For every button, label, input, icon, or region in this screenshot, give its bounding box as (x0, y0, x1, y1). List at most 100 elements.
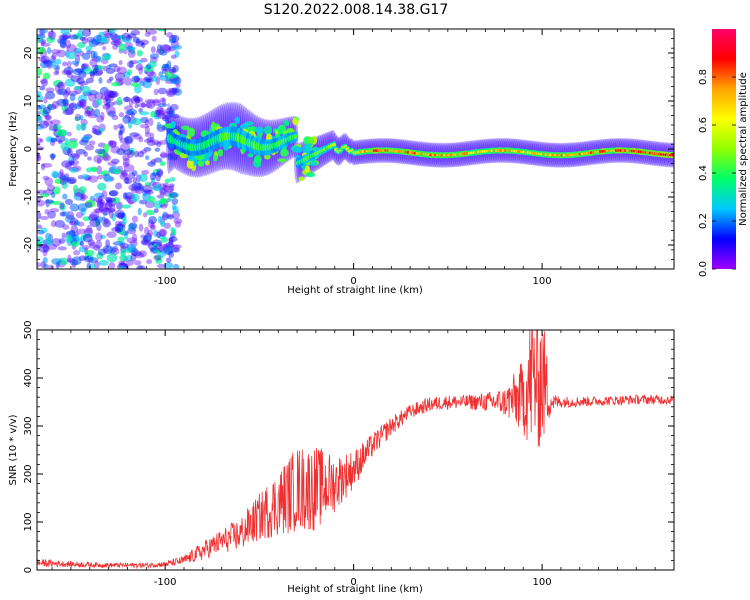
spectrogram-cell (114, 220, 122, 227)
snr-x-tick-label: 100 (533, 577, 552, 588)
spectrogram-cell (110, 158, 120, 165)
spectrogram-cell (40, 79, 48, 84)
spectrogram-cell (47, 103, 53, 111)
spectrogram-cell (68, 159, 80, 166)
spectrogram-cell (37, 110, 41, 116)
spectrogram-cell (102, 103, 111, 110)
snr-y-tick-label: 300 (23, 416, 34, 435)
spectrogram-cell (150, 110, 156, 118)
spectrogram-cell (277, 126, 283, 135)
spectrogram-cell (71, 153, 80, 160)
spectrogram-cell (159, 161, 166, 167)
spectrogram-cell (128, 150, 136, 156)
spectrogram-cell (137, 207, 142, 216)
spectrogram-cell (70, 225, 79, 234)
spectrogram-cell (116, 148, 126, 156)
spectrogram-cell (81, 36, 89, 45)
spectrogram-cell (146, 140, 156, 146)
spectrogram-cell (61, 181, 68, 189)
spectrogram-cell (147, 161, 156, 167)
spectrogram-heatmap (37, 29, 674, 269)
spectrogram-cell (66, 73, 74, 78)
spectrogram-cell (169, 177, 176, 182)
spectrogram-cell (37, 236, 44, 245)
spectrogram-cell (157, 102, 168, 108)
spectrogram-cell (124, 176, 130, 184)
spectrogram-cell (101, 207, 112, 216)
spectrogram-cell (94, 148, 106, 155)
spectrogram-x-tick-label: -100 (154, 276, 177, 287)
spectrogram-cell (51, 52, 57, 60)
spectrogram-cell (156, 231, 161, 239)
spectrogram-cell (163, 246, 174, 256)
spectrogram-cell (106, 231, 117, 239)
spectrogram-cell (127, 227, 137, 235)
spectrogram-cell (118, 43, 126, 52)
snr-y-tick-label: 0 (23, 567, 34, 573)
spectrogram-cell (53, 70, 60, 76)
spectrogram-cell (126, 60, 135, 68)
spectrogram-cell (91, 127, 97, 134)
spectrogram-cell (72, 184, 79, 194)
spectrogram-cell (106, 90, 116, 99)
spectrogram-cell (197, 160, 205, 167)
spectrogram-cell (44, 209, 50, 215)
spectrogram-cell (93, 108, 101, 118)
spectrogram-cell (106, 64, 112, 70)
spectrogram-cell (83, 151, 88, 158)
spectrogram-cell (134, 103, 139, 109)
spectrogram-cell (85, 77, 94, 84)
spectrogram-cell (78, 236, 84, 246)
spectrogram-cell (51, 170, 60, 179)
spectrogram-cell (116, 212, 126, 219)
spectrogram-cell (136, 49, 143, 57)
spectrogram-cell (169, 106, 174, 113)
spectrogram-cell (151, 76, 159, 82)
spectrogram-y-tick-label: 20 (23, 47, 34, 60)
spectrogram-cell (90, 68, 98, 75)
spectrogram-cell (110, 247, 120, 256)
spectrogram-cell (253, 155, 262, 164)
spectrogram-cell (82, 234, 93, 243)
spectrogram-cell (135, 63, 144, 71)
spectrogram-cell (81, 63, 89, 70)
spectrogram-cell (64, 214, 76, 223)
spectrogram-cell (67, 254, 72, 263)
spectrogram-cell (157, 87, 168, 95)
spectrogram-cell (137, 150, 145, 158)
spectrogram-cell (156, 141, 162, 147)
spectrogram-cell (71, 256, 82, 266)
spectrogram-cell (130, 253, 137, 262)
spectrogram-cell (122, 192, 128, 200)
spectrogram-cell (107, 110, 117, 117)
spectrogram-cell (68, 139, 78, 149)
spectrogram-cell (105, 102, 111, 108)
spectrogram-cell (37, 137, 43, 143)
spectrogram-cell (61, 105, 69, 112)
snr-y-tick-label: 400 (23, 368, 34, 387)
spectrogram-cell (76, 100, 84, 108)
spectrogram-cell (45, 87, 55, 93)
spectrogram-cell (44, 177, 54, 186)
spectrogram-cell (150, 221, 156, 230)
spectrogram-cell (150, 46, 156, 54)
spectrogram-cell (140, 116, 149, 124)
spectrogram-cell (144, 99, 156, 104)
spectrogram-cell (113, 65, 121, 72)
spectrogram-cell (119, 143, 131, 152)
spectrogram-cell (118, 34, 126, 40)
spectrogram-cell (72, 68, 84, 75)
spectrogram-cell (103, 97, 109, 105)
spectrogram-cell (130, 60, 139, 65)
spectrogram-cell (37, 224, 43, 230)
spectrogram-cell (141, 184, 153, 193)
spectrogram-cell (118, 131, 123, 141)
spectrogram-cell (98, 31, 105, 38)
spectrogram-cell (38, 29, 48, 34)
spectrogram-cell (60, 29, 70, 35)
spectrogram-cell (90, 50, 96, 59)
spectrogram-cell (109, 32, 118, 41)
spectrogram-cell (109, 140, 118, 147)
spectrogram-cell (105, 197, 117, 202)
spectrogram-cell (123, 177, 133, 185)
